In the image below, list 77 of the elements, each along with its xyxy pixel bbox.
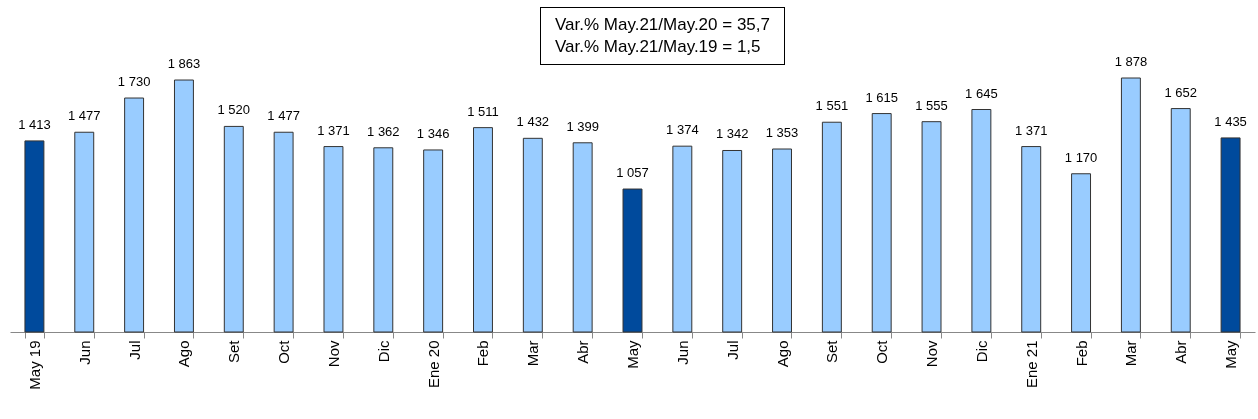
bar	[373, 147, 394, 333]
x-tick-label: Oct	[873, 339, 891, 364]
bar	[622, 188, 643, 333]
bar	[423, 149, 444, 333]
x-tick-label: Jul	[125, 340, 143, 360]
data-label: 1 730	[117, 74, 151, 90]
x-tick-label: Ene 21	[1022, 340, 1040, 389]
data-label: 1 652	[1164, 84, 1198, 100]
data-label: 1 615	[865, 89, 898, 105]
bar	[722, 149, 743, 333]
x-tick-label: Nov	[923, 340, 941, 368]
x-tick-label: Oct	[275, 339, 293, 364]
bar	[522, 137, 543, 333]
bar	[772, 148, 792, 333]
bar	[223, 125, 244, 333]
bar	[473, 127, 493, 333]
data-label: 1 477	[67, 108, 101, 124]
data-label: 1 362	[367, 123, 400, 139]
data-label: 1 353	[765, 125, 799, 141]
bar	[1220, 137, 1241, 333]
x-tick-label: Abr	[1172, 340, 1190, 364]
data-label: 1 432	[516, 114, 550, 130]
x-tick-label: May	[1222, 340, 1240, 369]
data-label: 1 435	[1214, 113, 1247, 129]
bar	[821, 121, 842, 333]
data-label: 1 371	[1014, 122, 1048, 138]
bar	[871, 113, 892, 333]
x-tick-label: Ago	[175, 340, 193, 368]
data-label: 1 346	[416, 125, 450, 141]
bar	[1071, 173, 1092, 333]
bar	[921, 121, 942, 333]
bar	[572, 142, 593, 333]
bar	[1170, 108, 1191, 333]
data-label: 1 863	[167, 56, 201, 72]
bar	[173, 79, 194, 333]
data-label: 1 555	[915, 97, 948, 113]
x-tick-label: May	[624, 340, 641, 369]
bar	[1120, 77, 1141, 333]
x-tick-label: Mar	[524, 340, 542, 367]
data-label: 1 645	[965, 85, 998, 101]
bar	[323, 146, 344, 333]
bar	[124, 97, 145, 333]
text: Var.% May.21/May.20 = 35,7	[555, 14, 770, 36]
data-label: 1 057	[616, 165, 649, 181]
bar	[74, 131, 95, 333]
x-tick-label: Nov	[324, 340, 342, 368]
bar	[24, 140, 45, 333]
text: Var.% May.21/May.19 = 1,5	[555, 36, 762, 58]
data-label: 1 477	[267, 108, 300, 124]
data-label: 1 878	[1114, 54, 1148, 69]
data-label: 1 342	[715, 126, 749, 142]
x-tick-label: May 19	[25, 340, 43, 390]
data-label: 1 399	[566, 118, 599, 134]
x-tick-label: Feb	[474, 340, 492, 367]
data-label: 1 511	[467, 103, 499, 119]
data-label: 1 520	[217, 102, 251, 118]
x-tick-label: Set	[823, 339, 841, 364]
x-tick-label: Dic	[972, 340, 990, 363]
x-tick-label: Mar	[1122, 340, 1140, 367]
x-tick-label: Jul	[723, 340, 741, 360]
bar	[672, 145, 693, 333]
x-tick-label: Jun	[75, 340, 93, 365]
x-tick-label: Jun	[673, 340, 691, 365]
x-tick-label: Ene 20	[424, 340, 442, 389]
data-label: 1 170	[1064, 149, 1098, 165]
data-label: 1 374	[666, 122, 699, 138]
bar	[1021, 146, 1042, 333]
x-tick-label: Set	[225, 339, 243, 364]
data-label: 1 551	[815, 98, 849, 114]
x-tick-label: Ago	[773, 340, 791, 368]
x-tick-label: Dic	[374, 340, 392, 363]
x-tick-label: Abr	[574, 340, 592, 364]
data-label: 1 413	[18, 116, 51, 132]
data-label: 1 371	[317, 122, 350, 138]
x-tick-label: Feb	[1072, 340, 1090, 367]
bar	[971, 109, 992, 333]
bar	[273, 131, 294, 333]
